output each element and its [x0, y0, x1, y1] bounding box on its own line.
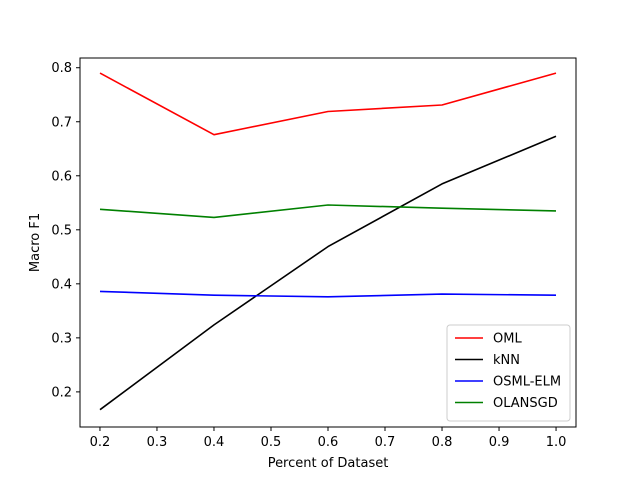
y-tick-label: 0.3: [51, 331, 72, 346]
y-axis-label: Macro F1: [28, 213, 43, 272]
y-tick-label: 0.4: [51, 277, 72, 292]
series-line-oml: [99, 72, 557, 136]
y-tick-label: 0.7: [51, 115, 72, 130]
x-tick-label: 1.0: [546, 435, 567, 450]
x-axis: 0.2 0.3 0.4 0.5 0.6 0.7 0.8 0.9 1.0: [90, 427, 567, 450]
x-axis-label: Percent of Dataset: [268, 456, 389, 471]
x-tick-label: 0.4: [204, 435, 225, 450]
y-axis: 0.2 0.3 0.4 0.5 0.6 0.7 0.8: [51, 61, 80, 400]
legend-label-osml-elm: OSML-ELM: [493, 375, 561, 390]
x-tick-label: 0.7: [375, 435, 396, 450]
legend-label-olansgd: OLANSGD: [493, 396, 558, 411]
series-line-osml-elm: [99, 290, 557, 298]
x-tick-label: 0.9: [489, 435, 510, 450]
series-line-knn: [99, 135, 557, 411]
legend-box: [446, 324, 571, 422]
series-layer: [99, 72, 557, 411]
x-tick-label: 0.2: [90, 435, 111, 450]
legend-label-knn: kNN: [493, 353, 520, 368]
x-tick-label: 0.6: [318, 435, 339, 450]
legend: OML kNN OSML-ELM OLANSGD: [446, 324, 571, 422]
y-tick-label: 0.8: [51, 61, 72, 76]
y-tick-label: 0.6: [51, 169, 72, 184]
x-tick-label: 0.5: [261, 435, 282, 450]
y-tick-label: 0.5: [51, 223, 72, 238]
legend-label-oml: OML: [493, 332, 522, 347]
y-tick-label: 0.2: [51, 385, 72, 400]
x-tick-label: 0.8: [432, 435, 453, 450]
series-line-olansgd: [99, 204, 557, 219]
x-tick-label: 0.3: [147, 435, 168, 450]
